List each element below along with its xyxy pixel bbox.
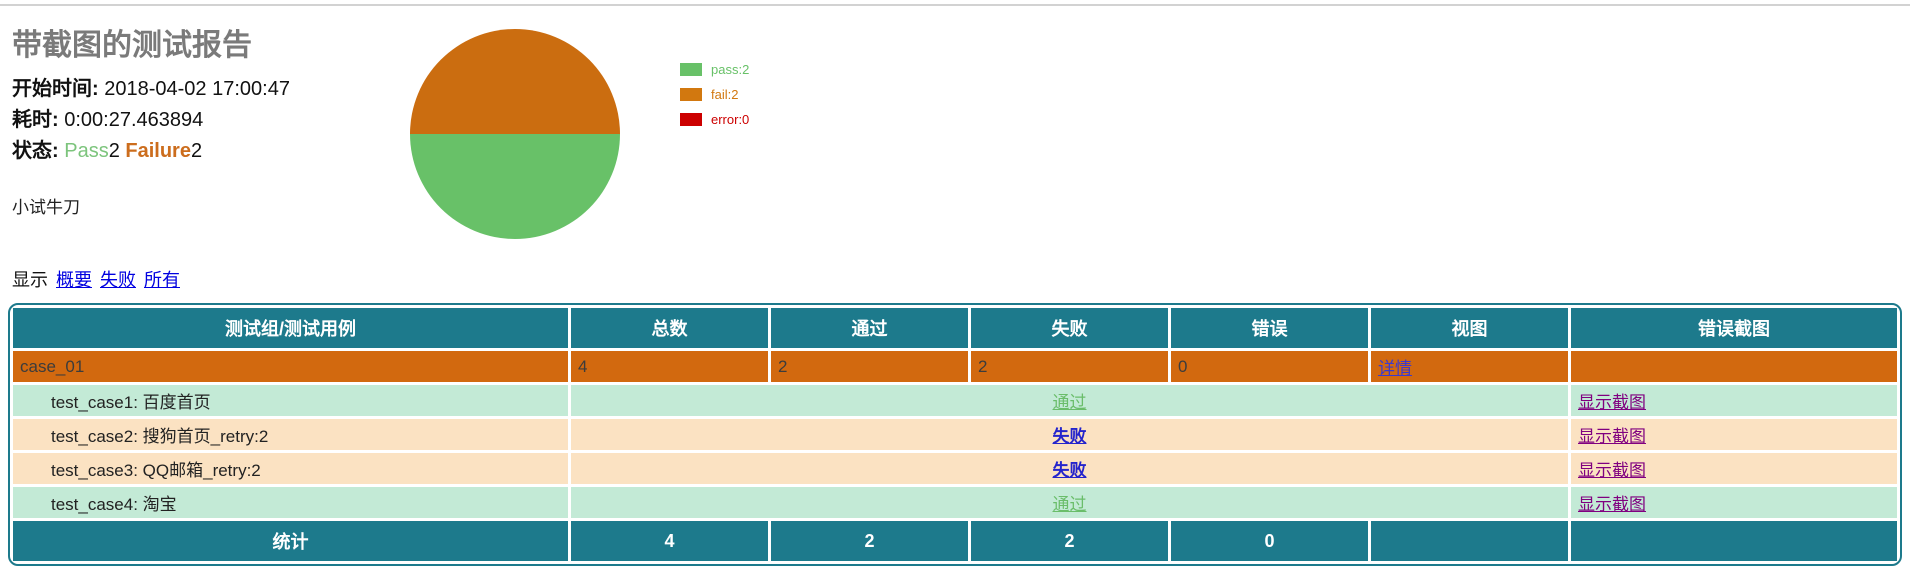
legend-item-fail: fail:2 — [680, 86, 749, 102]
table-row-test1: test_case1: 百度首页 通过 显示截图 — [13, 385, 1897, 416]
status-label: 状态: — [12, 140, 59, 162]
chart-legend: pass:2 fail:2 error:0 — [680, 62, 749, 137]
footer-total-cell: 4 — [571, 521, 768, 561]
status-fail-count: 2 — [190, 140, 203, 162]
duration-label: 耗时: — [12, 109, 59, 131]
col-header-pass: 通过 — [771, 308, 968, 348]
test-status-cell: 失败 — [571, 419, 1568, 450]
status-line: 状态: Pass2 Failure2 — [12, 134, 202, 163]
col-header-testgroup: 测试组/测试用例 — [13, 308, 568, 348]
top-divider — [0, 4, 1910, 6]
start-time-label: 开始时间: — [12, 78, 99, 100]
col-header-screenshot: 错误截图 — [1571, 308, 1897, 348]
table-row-test3: test_case3: QQ邮箱_retry:2 失败 显示截图 — [13, 453, 1897, 484]
test-status-cell: 通过 — [571, 385, 1568, 416]
test-screenshot-cell: 显示截图 — [1571, 487, 1897, 518]
legend-label-error: error:0 — [711, 111, 750, 127]
test-screenshot-cell: 显示截图 — [1571, 419, 1897, 450]
status-link-fail[interactable]: 失败 — [1052, 427, 1087, 446]
footer-label-cell: 统计 — [13, 521, 568, 561]
test-name: test_case1: 百度首页 — [13, 385, 568, 416]
show-label: 显示 — [12, 270, 48, 290]
status-fail-word: Failure — [125, 140, 191, 162]
col-header-total: 总数 — [571, 308, 768, 348]
filter-link-failed[interactable]: 失败 — [100, 270, 136, 290]
start-time-line: 开始时间: 2018-04-02 17:00:47 — [12, 72, 290, 101]
legend-swatch-error — [680, 112, 702, 126]
group-error-cell: 0 — [1171, 351, 1368, 382]
filter-link-summary[interactable]: 概要 — [56, 270, 92, 290]
table-row-test2: test_case2: 搜狗首页_retry:2 失败 显示截图 — [13, 419, 1897, 450]
footer-screenshot-cell — [1571, 521, 1897, 561]
start-time-value: 2018-04-02 17:00:47 — [98, 78, 290, 100]
report-description: 小试牛刀 — [12, 198, 80, 217]
results-table: 测试组/测试用例 总数 通过 失败 错误 视图 错误截图 case_01 4 2… — [8, 303, 1902, 566]
duration-line: 耗时: 0:00:27.463894 — [12, 103, 203, 132]
legend-item-pass: pass:2 — [680, 61, 750, 77]
test-status-cell: 失败 — [571, 453, 1568, 484]
test-status-cell: 通过 — [571, 487, 1568, 518]
col-header-error: 错误 — [1171, 308, 1368, 348]
detail-link[interactable]: 详情 — [1378, 359, 1412, 378]
footer-view-cell — [1371, 521, 1568, 561]
test-name: test_case4: 淘宝 — [13, 487, 568, 518]
pie-chart — [410, 29, 620, 239]
table-header-row: 测试组/测试用例 总数 通过 失败 错误 视图 错误截图 — [13, 308, 1897, 348]
col-header-fail: 失败 — [971, 308, 1168, 348]
group-fail-cell: 2 — [971, 351, 1168, 382]
test-screenshot-cell: 显示截图 — [1571, 453, 1897, 484]
test-name: test_case2: 搜狗首页_retry:2 — [13, 419, 568, 450]
page-title: 带截图的测试报告 — [12, 29, 252, 62]
legend-swatch-fail — [680, 87, 702, 101]
filter-link-all[interactable]: 所有 — [144, 270, 180, 290]
footer-fail-cell: 2 — [971, 521, 1168, 561]
legend-swatch-pass — [680, 62, 702, 76]
legend-item-error: error:0 — [680, 111, 750, 127]
status-pass-word: Pass — [64, 140, 109, 162]
group-screenshot-cell — [1571, 351, 1897, 382]
duration-value: 0:00:27.463894 — [58, 109, 204, 131]
group-view-cell: 详情 — [1371, 351, 1568, 382]
show-screenshot-link[interactable]: 显示截图 — [1578, 495, 1646, 514]
status-link-pass[interactable]: 通过 — [1052, 495, 1087, 514]
footer-pass-cell: 2 — [771, 521, 968, 561]
show-screenshot-link[interactable]: 显示截图 — [1578, 393, 1646, 412]
status-link-pass[interactable]: 通过 — [1052, 393, 1087, 412]
test-name: test_case3: QQ邮箱_retry:2 — [13, 453, 568, 484]
group-pass-cell: 2 — [771, 351, 968, 382]
table-row-test4: test_case4: 淘宝 通过 显示截图 — [13, 487, 1897, 518]
table-footer-row: 统计 4 2 2 0 — [13, 521, 1897, 561]
group-total-cell: 4 — [571, 351, 768, 382]
show-screenshot-link[interactable]: 显示截图 — [1578, 427, 1646, 446]
col-header-view: 视图 — [1371, 308, 1568, 348]
status-pass-count: 2 — [108, 140, 120, 162]
test-screenshot-cell: 显示截图 — [1571, 385, 1897, 416]
group-name-cell: case_01 — [13, 351, 568, 382]
filter-line: 显示 概要 失败 所有 — [12, 266, 180, 292]
legend-label-fail: fail:2 — [711, 86, 739, 102]
status-link-fail[interactable]: 失败 — [1052, 461, 1087, 480]
legend-label-pass: pass:2 — [711, 61, 750, 77]
show-screenshot-link[interactable]: 显示截图 — [1578, 461, 1646, 480]
group-row: case_01 4 2 2 0 详情 — [13, 351, 1897, 382]
footer-error-cell: 0 — [1171, 521, 1368, 561]
